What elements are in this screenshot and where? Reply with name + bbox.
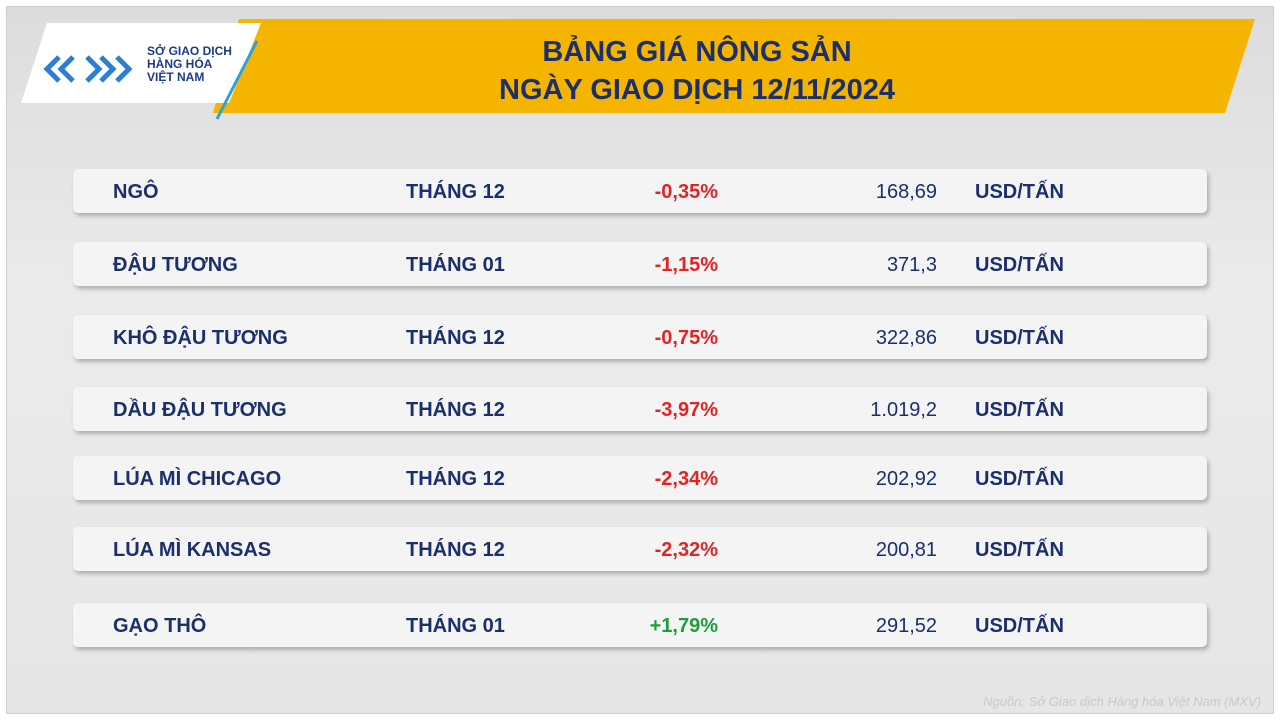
logo-panel (21, 23, 261, 103)
page: SỞ GIAO DỊCH HÀNG HÓA VIỆT NAM BẢNG GIÁ … (6, 6, 1274, 714)
logo-line: SỞ GIAO DỊCH (147, 44, 232, 58)
table-cell: 1.019,2 (870, 399, 937, 421)
table-cell: USD/TẤN (975, 468, 1064, 490)
table-cell: LÚA MÌ CHICAGO (113, 468, 282, 490)
table-cell: 322,86 (875, 327, 937, 349)
table-row: LÚA MÌ CHICAGO THÁNG 12 -2,34% 202,92 USD/TẤ… (73, 456, 1207, 500)
table-cell: -2,32% (654, 539, 718, 561)
logo-line: HÀNG HÓA (147, 57, 213, 71)
title-line: BẢNG GIÁ NÔNG SẢN (542, 36, 852, 68)
table-cell: 371,3 (886, 254, 937, 276)
header-graphics (21, 19, 1255, 120)
table-cell: THÁNG 12 (406, 399, 505, 421)
table-cell: THÁNG 12 (406, 327, 505, 349)
table-cell: 200,81 (875, 539, 937, 561)
table-cell: 168,69 (875, 181, 937, 203)
table-cell: +1,79% (649, 615, 718, 637)
table-cell: 291,52 (875, 615, 937, 637)
table-cell: -2,34% (654, 468, 718, 490)
table-cell: -0,75% (654, 327, 718, 349)
accent-line (215, 40, 259, 120)
table-cell: THÁNG 01 (406, 254, 505, 276)
table-row: KHÔ ĐẬU TƯƠNG THÁNG 12 -0,75% 322,86 USD/TẤN (73, 315, 1207, 359)
source: Nguồn: Sở Giao dịch Hàng hóa Việt Nam (M… (983, 694, 1261, 709)
table-row: NGÔ THÁNG 12 -0,35% 168,69 USD/TẤN (73, 169, 1207, 213)
table-cell: THÁNG 12 (406, 181, 505, 203)
table-cell: DẦU ĐẬU TƯƠNG (113, 399, 287, 421)
table-cell: USD/TẤN (975, 327, 1064, 349)
table-cell: USD/TẤN (975, 539, 1064, 561)
table-cell: THÁNG 12 (406, 468, 505, 490)
table-cell: USD/TẤN (975, 181, 1064, 203)
table-cell: LÚA MÌ KANSAS (113, 539, 272, 561)
table-row: DẦU ĐẬU TƯƠNG THÁNG 12 -3,97% 1.019,2 USD/TẤ… (73, 387, 1207, 431)
table-row: ĐẬU TƯƠNG THÁNG 01 -1,15% 371,3 USD/TẤN (73, 242, 1207, 286)
table-cell: ĐẬU TƯƠNG (113, 254, 238, 276)
table-cell: THÁNG 12 (406, 539, 505, 561)
title-line: NGÀY GIAO DỊCH 12/11/2024 (499, 74, 895, 106)
table-cell: USD/TẤN (975, 399, 1064, 421)
table-cell: -3,97% (654, 399, 718, 421)
title: BẢNG GIÁ NÔNG SẢN NGÀY GIAO DỊCH 12/11/2… (337, 33, 1057, 109)
table-cell: USD/TẤN (975, 615, 1064, 637)
table-cell: KHÔ ĐẬU TƯƠNG (113, 327, 288, 349)
table-cell: GẠO THÔ (113, 615, 207, 637)
table-row: GẠO THÔ THÁNG 01 +1,79% 291,52 USD/TẤN (73, 603, 1207, 647)
logo-icon (43, 55, 133, 83)
logo-line: VIỆT NAM (147, 70, 205, 84)
table-cell: NGÔ (113, 181, 159, 203)
table-cell: -1,15% (654, 254, 718, 276)
table-cell: THÁNG 01 (406, 615, 505, 637)
logo-text: SỞ GIAO DỊCH HÀNG HÓA VIỆT NAM (147, 45, 232, 84)
table-row: LÚA MÌ KANSAS THÁNG 12 -2,32% 200,81 USD/TẤN (73, 527, 1207, 571)
table-cell: -0,35% (654, 181, 718, 203)
table-cell: USD/TẤN (975, 254, 1064, 276)
title-band (213, 19, 1255, 113)
table-cell: 202,92 (875, 468, 937, 490)
